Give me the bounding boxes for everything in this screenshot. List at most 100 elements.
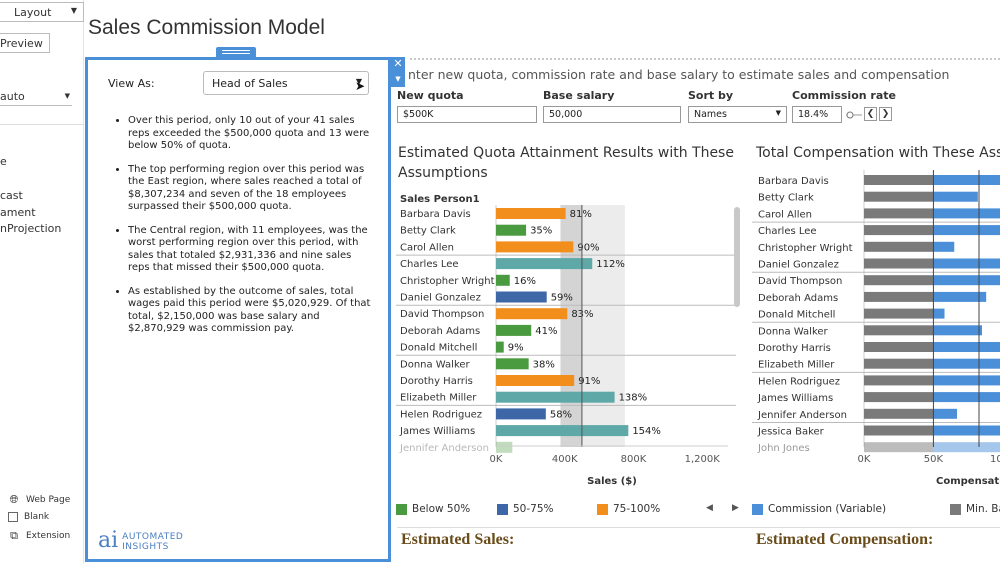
- sheet-item-2[interactable]: cast: [0, 189, 23, 202]
- comp-person-name[interactable]: Carol Allen: [758, 209, 812, 220]
- comp-person-name[interactable]: Christopher Wright: [758, 243, 853, 254]
- sales-person-name[interactable]: Deborah Adams: [400, 326, 480, 337]
- commission-bar[interactable]: [933, 208, 1000, 219]
- quota-bar[interactable]: [496, 308, 568, 320]
- sales-person-name[interactable]: Elizabeth Miller: [400, 393, 477, 404]
- comp-person-name[interactable]: John Jones: [757, 443, 810, 454]
- min-base-bar[interactable]: [864, 358, 934, 369]
- min-base-bar[interactable]: [864, 392, 934, 403]
- sales-person-name[interactable]: Donna Walker: [400, 359, 471, 370]
- object-blank[interactable]: Blank: [8, 512, 49, 522]
- quota-bar[interactable]: [496, 208, 566, 219]
- min-base-bar[interactable]: [864, 442, 934, 453]
- min-base-bar[interactable]: [864, 342, 934, 352]
- view-as-select[interactable]: Head of Sales ▼: [203, 71, 369, 95]
- commission-bar[interactable]: [933, 342, 1000, 352]
- legend-50-75[interactable]: 50-75%: [497, 503, 554, 515]
- quota-bar[interactable]: [496, 341, 504, 353]
- commission-bar[interactable]: [933, 241, 955, 252]
- comp-person-name[interactable]: Betty Clark: [758, 193, 814, 204]
- min-base-bar[interactable]: [864, 408, 934, 419]
- quota-bar[interactable]: [496, 274, 510, 286]
- sales-person-name[interactable]: Carol Allen: [400, 242, 454, 253]
- quota-bar[interactable]: [496, 375, 575, 386]
- quota-bar[interactable]: [496, 425, 629, 437]
- min-base-bar[interactable]: [864, 275, 934, 286]
- preview-button[interactable]: Preview: [0, 33, 50, 53]
- sales-person-name[interactable]: Jennifer Anderson: [399, 443, 489, 454]
- size-dropdown[interactable]: auto ▼: [0, 90, 72, 106]
- min-base-bar[interactable]: [864, 191, 934, 202]
- min-base-bar[interactable]: [864, 425, 934, 436]
- quota-bar[interactable]: [496, 258, 593, 270]
- legend-below-50[interactable]: Below 50%: [396, 503, 470, 515]
- commission-bar[interactable]: [933, 442, 1000, 453]
- panel-move-handle[interactable]: [216, 47, 256, 57]
- sort-by-select[interactable]: Names ▼: [688, 106, 787, 123]
- comp-person-name[interactable]: Daniel Gonzalez: [758, 260, 839, 271]
- min-base-bar[interactable]: [864, 258, 934, 269]
- sales-person-name[interactable]: Dorothy Harris: [400, 376, 473, 387]
- commission-bar[interactable]: [933, 392, 1000, 403]
- min-base-bar[interactable]: [864, 308, 934, 319]
- comp-person-name[interactable]: Donna Walker: [758, 326, 829, 337]
- min-base-bar[interactable]: [864, 375, 934, 386]
- legend-prev-icon[interactable]: ◀: [706, 503, 713, 513]
- comp-person-name[interactable]: Donald Mitchell: [758, 310, 835, 321]
- quota-bar[interactable]: [496, 324, 532, 336]
- commission-rate-slider[interactable]: [846, 111, 862, 119]
- commission-bar[interactable]: [933, 308, 945, 319]
- commission-bar[interactable]: [933, 408, 958, 419]
- sales-person-name[interactable]: Christopher Wright: [400, 276, 495, 287]
- commission-bar[interactable]: [933, 258, 1000, 269]
- comp-person-name[interactable]: Jessica Baker: [757, 427, 825, 438]
- min-base-bar[interactable]: [864, 325, 934, 336]
- commission-bar[interactable]: [933, 225, 1000, 236]
- quota-bar[interactable]: [496, 241, 574, 253]
- object-extension[interactable]: ⧉ Extension: [8, 530, 70, 542]
- comp-person-name[interactable]: Charles Lee: [758, 226, 817, 237]
- min-base-bar[interactable]: [864, 208, 934, 219]
- sales-person-name[interactable]: David Thompson: [400, 309, 484, 320]
- sales-person-name[interactable]: Barbara Davis: [400, 209, 471, 220]
- comp-person-name[interactable]: Barbara Davis: [758, 176, 829, 187]
- commission-bar[interactable]: [933, 375, 1000, 386]
- comp-person-name[interactable]: Jennifer Anderson: [757, 410, 847, 421]
- quota-bar[interactable]: [496, 224, 527, 236]
- legend-75-100[interactable]: 75-100%: [597, 503, 660, 515]
- commission-bar[interactable]: [933, 275, 1000, 286]
- commission-bar[interactable]: [933, 191, 978, 202]
- quota-bar[interactable]: [496, 391, 615, 403]
- chart-scrollbar[interactable]: [734, 207, 740, 307]
- commission-bar[interactable]: [933, 175, 1000, 185]
- comp-person-name[interactable]: Deborah Adams: [758, 293, 838, 304]
- min-base-bar[interactable]: [864, 225, 934, 236]
- object-web-page[interactable]: 🌐︎ Web Page: [8, 494, 71, 506]
- legend-min-base[interactable]: Min. Ba: [950, 503, 1000, 515]
- commission-bar[interactable]: [933, 425, 1000, 436]
- quota-bar[interactable]: [496, 291, 547, 303]
- comp-person-name[interactable]: James Williams: [757, 393, 833, 404]
- legend-commission[interactable]: Commission (Variable): [752, 503, 886, 515]
- base-salary-input[interactable]: 50,000: [543, 106, 681, 123]
- comp-person-name[interactable]: Helen Rodriguez: [758, 376, 840, 387]
- rate-decrement-button[interactable]: ❮: [864, 107, 877, 121]
- sheet-item-3[interactable]: ament: [0, 206, 36, 219]
- rate-increment-button[interactable]: ❯: [879, 107, 892, 121]
- sales-person-name[interactable]: Donald Mitchell: [400, 343, 477, 354]
- commission-rate-input[interactable]: 18.4%: [792, 106, 842, 123]
- sales-person-name[interactable]: Charles Lee: [400, 259, 459, 270]
- quota-bar[interactable]: [496, 441, 513, 453]
- commission-bar[interactable]: [933, 358, 1000, 369]
- narrative-panel[interactable]: View As: Head of Sales ▼ Over this perio…: [85, 57, 391, 562]
- sheet-item-4[interactable]: nProjection: [0, 222, 62, 235]
- comp-person-name[interactable]: Elizabeth Miller: [758, 360, 835, 371]
- quota-bar[interactable]: [496, 408, 546, 420]
- new-quota-input[interactable]: $500K: [397, 106, 537, 123]
- layout-dropdown[interactable]: Layout ▼: [0, 2, 84, 22]
- comp-person-name[interactable]: David Thompson: [758, 276, 842, 287]
- sales-person-name[interactable]: Helen Rodriguez: [400, 409, 482, 420]
- sheet-item-1[interactable]: e: [0, 155, 7, 168]
- quota-bar[interactable]: [496, 358, 529, 370]
- min-base-bar[interactable]: [864, 291, 934, 302]
